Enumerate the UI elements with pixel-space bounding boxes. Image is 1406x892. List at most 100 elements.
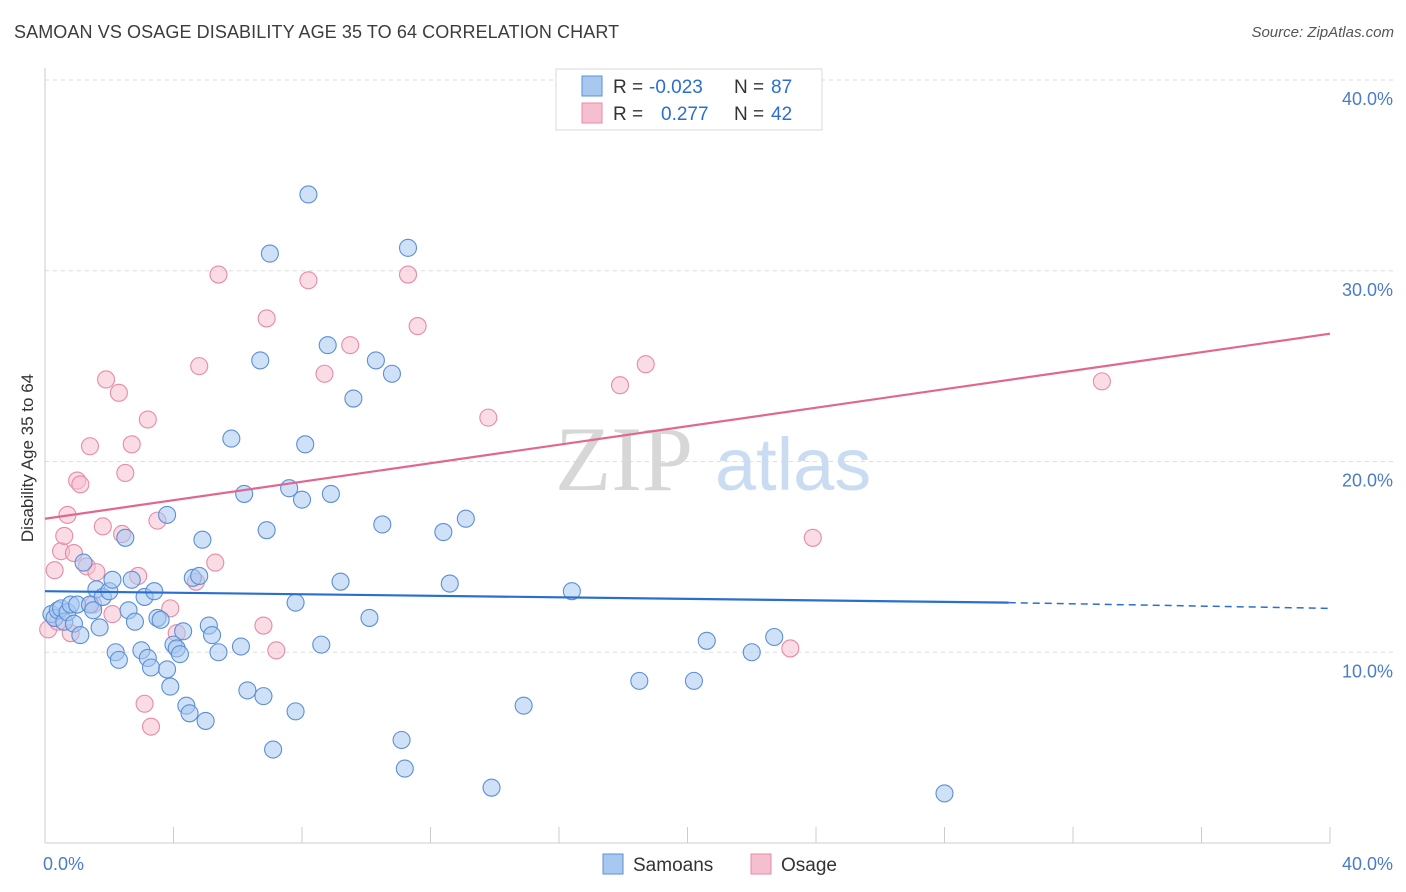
legend-swatch-osage: [581, 102, 603, 124]
samoans-point-22: [122, 570, 141, 589]
samoans-point-74: [434, 523, 453, 542]
samoans-point-50: [238, 681, 257, 700]
samoans-point-42: [193, 530, 212, 549]
samoans-point-62: [312, 635, 331, 654]
samoans-point-77: [482, 778, 501, 797]
osage-point-16: [103, 605, 122, 624]
samoans-point-67: [360, 608, 379, 627]
samoans-point-17: [103, 570, 122, 589]
osage-point-24: [141, 717, 161, 736]
samoans-point-58: [286, 593, 305, 612]
source-label: Source: ZipAtlas.com: [1251, 24, 1394, 41]
samoans-point-46: [209, 643, 228, 662]
samoans-point-32: [158, 505, 177, 524]
samoans-point-82: [697, 631, 716, 650]
osage-point-43: [781, 639, 800, 658]
samoans-point-41: [190, 566, 209, 586]
samoans-point-49: [235, 484, 254, 503]
samoans-point-52: [254, 687, 273, 706]
samoans-point-68: [366, 351, 385, 370]
grid-lines: [45, 79, 1395, 653]
samoans-point-59: [292, 490, 312, 509]
legend-r-label-osage: R =: [613, 104, 643, 125]
legend-swatch-samoans: [581, 75, 603, 97]
samoans-point-64: [321, 484, 340, 503]
samoans-trend-line: [44, 590, 1009, 604]
samoans-point-39: [180, 704, 199, 723]
osage-point-40: [479, 408, 498, 427]
osage-point-11: [80, 437, 100, 456]
samoans-point-85: [935, 784, 954, 803]
samoans-point-20: [116, 528, 135, 547]
y-tick-label-0: 10.0%: [1342, 661, 1393, 681]
samoans-point-69: [373, 515, 392, 534]
samoans-point-43: [196, 711, 215, 730]
samoans-point-84: [765, 627, 784, 647]
osage-point-33: [257, 309, 276, 328]
samoans-point-30: [151, 610, 170, 629]
watermark: ZIP atlas: [555, 408, 871, 510]
samoans-point-14: [90, 618, 109, 637]
samoans-point-47: [222, 429, 241, 448]
osage-point-37: [341, 336, 360, 355]
samoans-point-10: [74, 553, 93, 572]
osage-point-39: [408, 317, 427, 336]
x-tick-label-1: 40.0%: [1342, 854, 1393, 874]
samoans-point-54: [260, 244, 279, 263]
legend-r-value-osage: 0.277: [661, 104, 709, 125]
legend-box: R = -0.023 N = 87 R = 0.277 N = 42: [555, 68, 823, 131]
osage-point-34: [267, 641, 286, 660]
y-tick-label-3: 40.0%: [1342, 89, 1393, 109]
osage-points: [39, 265, 1111, 736]
y-tick-label-2: 30.0%: [1342, 280, 1393, 300]
samoans-point-83: [742, 643, 761, 662]
osage-point-1: [45, 561, 64, 580]
y-tick-label-1: 20.0%: [1342, 471, 1393, 491]
samoans-point-75: [440, 574, 459, 593]
samoans-point-60: [296, 435, 315, 454]
samoans-point-78: [514, 696, 533, 715]
legend-r-value-samoans: -0.023: [649, 77, 703, 98]
x-tick-label-0: 0.0%: [43, 854, 84, 874]
osage-point-32: [254, 616, 273, 635]
axes: [44, 68, 1331, 844]
samoans-point-81: [684, 671, 703, 690]
legend-r-label-samoans: R =: [613, 77, 643, 98]
trend-lines: [44, 332, 1331, 610]
samoans-point-53: [257, 521, 276, 540]
samoans-point-36: [170, 645, 189, 664]
bottom-legend: Samoans Osage: [602, 853, 837, 876]
samoans-point-19: [109, 650, 128, 669]
samoans-point-27: [141, 658, 161, 677]
legend-n-value-osage: 42: [771, 104, 792, 125]
samoans-point-28: [145, 582, 164, 601]
bottom-legend-swatch-osage: [750, 853, 772, 875]
legend-n-label-samoans: N =: [734, 77, 764, 98]
samoans-point-23: [125, 612, 144, 631]
watermark-zip: ZIP: [555, 408, 693, 510]
samoans-point-57: [286, 702, 305, 721]
osage-point-9: [71, 475, 90, 494]
osage-point-38: [398, 265, 418, 284]
samoans-point-76: [456, 509, 475, 528]
osage-point-35: [299, 271, 318, 290]
bottom-legend-samoans: Samoans: [633, 855, 713, 876]
osage-point-29: [190, 357, 209, 376]
samoans-point-61: [299, 185, 318, 204]
samoans-point-72: [395, 759, 414, 778]
chart-title: SAMOAN VS OSAGE DISABILITY AGE 35 TO 64 …: [14, 22, 620, 42]
samoans-point-33: [161, 677, 180, 696]
samoans-trend-extension: [1008, 601, 1331, 610]
osage-point-20: [122, 435, 141, 454]
samoans-point-31: [158, 660, 177, 679]
osage-point-4: [55, 526, 74, 545]
osage-point-45: [1092, 372, 1111, 391]
y-tick-labels: 10.0% 20.0% 30.0% 40.0%: [1342, 89, 1393, 681]
bottom-legend-osage: Osage: [781, 855, 837, 876]
samoans-point-48: [231, 637, 251, 656]
osage-point-17: [109, 383, 128, 402]
legend-n-label-osage: N =: [734, 104, 764, 125]
osage-point-41: [610, 376, 630, 395]
samoans-point-66: [344, 389, 363, 408]
samoans-point-65: [331, 572, 350, 591]
